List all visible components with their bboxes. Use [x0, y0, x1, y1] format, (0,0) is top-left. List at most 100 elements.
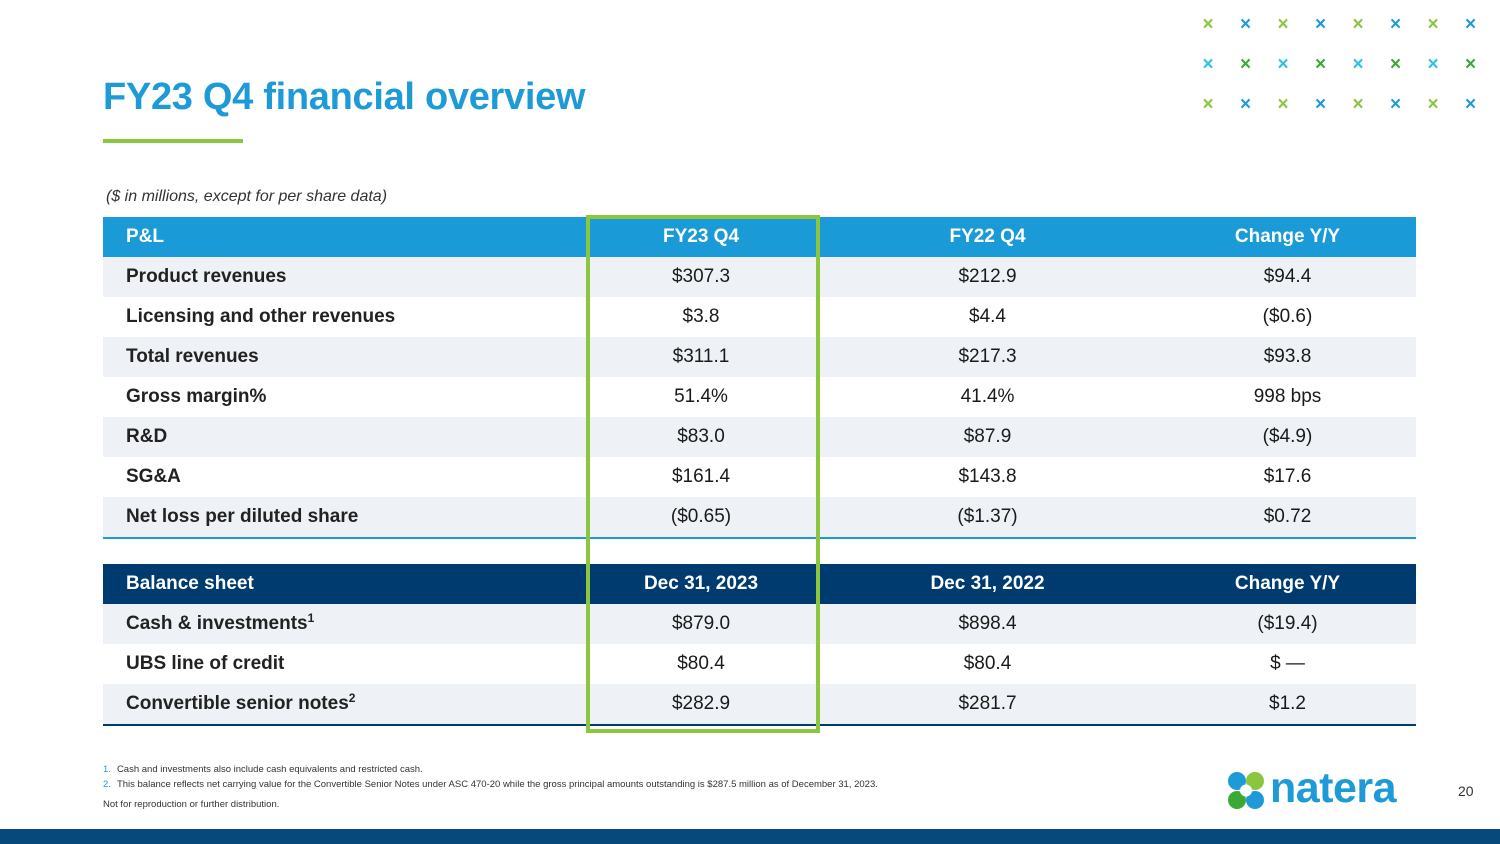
bs-header-2022: Dec 31, 2022	[930, 573, 1045, 594]
decorative-x-icon: ×	[1277, 94, 1289, 115]
row-label-text: Convertible senior notes	[126, 693, 349, 714]
table-row: Licensing and other revenues $3.8 $4.4 (…	[103, 297, 1416, 337]
decorative-x-icon: ×	[1464, 54, 1477, 75]
row-label: Cash & investments1	[103, 604, 586, 644]
page-title: FY23 Q4 financial overview	[103, 76, 586, 118]
bs-header-2023: Dec 31, 2023	[643, 573, 759, 594]
row-label: Product revenues	[126, 266, 287, 287]
cell-value: ($0.65)	[586, 497, 816, 539]
cell-value: $143.8	[958, 466, 1017, 487]
cell-value: $93.8	[1263, 346, 1312, 367]
pl-header-row: P&L FY23 Q4 FY22 Q4 Change Y/Y	[103, 217, 1416, 257]
balance-sheet-table: Balance sheet Dec 31, 2023 Dec 31, 2022 …	[103, 564, 1416, 726]
cell-value: $879.0	[671, 613, 731, 634]
footnote-text: This balance reflects net carrying value…	[116, 779, 878, 790]
cell-value: 41.4%	[960, 386, 1015, 407]
decorative-x-icon: ×	[1239, 54, 1252, 75]
footnotes: 1. Cash and investments also include cash…	[103, 762, 878, 812]
pl-table: P&L FY23 Q4 FY22 Q4 Change Y/Y Product r…	[103, 217, 1416, 539]
page-number: 20	[1458, 783, 1474, 799]
table-row: Net loss per diluted share ($0.65) ($1.3…	[103, 497, 1416, 539]
decorative-x-icon: ×	[1314, 14, 1327, 35]
table-row: UBS line of credit $80.4 $80.4 $ —	[103, 644, 1416, 684]
row-label: Total revenues	[126, 346, 259, 367]
row-label: SG&A	[126, 466, 181, 487]
natera-logo-icon	[1228, 772, 1264, 809]
decorative-x-icon: ×	[1202, 54, 1214, 75]
cell-value: $217.3	[958, 346, 1017, 367]
decorative-x-icon: ×	[1277, 14, 1289, 35]
decorative-x-icon: ×	[1202, 94, 1214, 115]
footnote-number: 2.	[103, 779, 111, 790]
decorative-x-icon: ×	[1352, 54, 1364, 75]
decorative-x-icon: ×	[1464, 94, 1477, 115]
row-label: R&D	[126, 426, 168, 447]
cell-value: $17.6	[1263, 466, 1312, 487]
cell-value: $307.3	[671, 266, 731, 287]
decorative-x-pattern: × × × × × × × × × × × × × × × × × × × × × × × ×	[1190, 10, 1490, 130]
footer-bar	[0, 829, 1500, 844]
cell-value: $1.2	[1159, 684, 1416, 726]
table-row: Product revenues $307.3 $212.9 $94.4	[103, 257, 1416, 297]
decorative-x-icon: ×	[1202, 14, 1214, 35]
cell-value: $ —	[1270, 653, 1305, 674]
footnote-2: 2. This balance reflects net carrying val…	[103, 777, 878, 792]
decorative-x-icon: ×	[1464, 14, 1477, 35]
cell-value: $212.9	[958, 266, 1017, 287]
decorative-x-icon: ×	[1239, 94, 1252, 115]
title-underline	[103, 139, 243, 143]
pl-header-change: Change Y/Y	[1234, 226, 1341, 247]
cell-value: $161.4	[671, 466, 731, 487]
table-row: Gross margin% 51.4% 41.4% 998 bps	[103, 377, 1416, 417]
footnote-1: 1. Cash and investments also include cash…	[103, 762, 878, 777]
footnote-ref: 1	[307, 611, 315, 625]
table-row: Cash & investments1 $879.0 $898.4 ($19.4…	[103, 604, 1416, 644]
cell-value: $94.4	[1263, 266, 1312, 287]
decorative-x-icon: ×	[1352, 94, 1364, 115]
decorative-x-icon: ×	[1427, 94, 1439, 115]
table-row: SG&A $161.4 $143.8 $17.6	[103, 457, 1416, 497]
cell-value: $80.4	[963, 653, 1012, 674]
row-label: Licensing and other revenues	[126, 306, 396, 327]
pl-header-label: P&L	[126, 226, 164, 247]
cell-value: $311.1	[672, 346, 730, 367]
row-label: UBS line of credit	[103, 644, 586, 684]
footnote-ref: 2	[348, 691, 356, 705]
bs-header-row: Balance sheet Dec 31, 2023 Dec 31, 2022 …	[103, 564, 1416, 604]
bs-header-change: Change Y/Y	[1234, 573, 1341, 594]
decorative-x-icon: ×	[1352, 14, 1364, 35]
cell-value: $3.8	[682, 306, 720, 327]
pl-header-fy22q4: FY22 Q4	[949, 226, 1026, 247]
cell-value: $282.9	[586, 684, 816, 726]
cell-value: ($19.4)	[1257, 613, 1318, 634]
cell-value: 998 bps	[1253, 386, 1322, 407]
row-label-text: UBS line of credit	[126, 653, 285, 674]
row-label: Gross margin%	[126, 386, 267, 407]
cell-value: ($1.37)	[816, 497, 1159, 539]
table-row: R&D $83.0 $87.9 ($4.9)	[103, 417, 1416, 457]
cell-value: ($4.9)	[1262, 426, 1313, 447]
decorative-x-icon: ×	[1427, 14, 1439, 35]
logo-wordmark: natera	[1270, 764, 1397, 812]
pl-header-fy23q4: FY23 Q4	[662, 226, 740, 247]
table-row: Total revenues $311.1 $217.3 $93.8	[103, 337, 1416, 377]
cell-value: $83.0	[677, 426, 725, 447]
cell-value: $281.7	[816, 684, 1159, 726]
decorative-x-icon: ×	[1239, 14, 1252, 35]
cell-value: ($0.6)	[1262, 306, 1313, 327]
row-label: Convertible senior notes2	[103, 684, 586, 726]
footnote-number: 1.	[103, 764, 111, 775]
cell-value: 51.4%	[674, 386, 728, 407]
decorative-x-icon: ×	[1389, 14, 1402, 35]
cell-value: $87.9	[963, 426, 1012, 447]
disclaimer: Not for reproduction or further distribu…	[103, 799, 280, 810]
decorative-x-icon: ×	[1314, 94, 1327, 115]
decorative-x-icon: ×	[1277, 54, 1289, 75]
cell-value: $80.4	[677, 653, 725, 674]
row-label: Net loss per diluted share	[103, 497, 586, 539]
cell-value: $898.4	[958, 613, 1017, 634]
decorative-x-icon: ×	[1389, 54, 1402, 75]
cell-value: $0.72	[1159, 497, 1416, 539]
cell-value: $4.4	[969, 306, 1006, 327]
decorative-x-icon: ×	[1427, 54, 1439, 75]
